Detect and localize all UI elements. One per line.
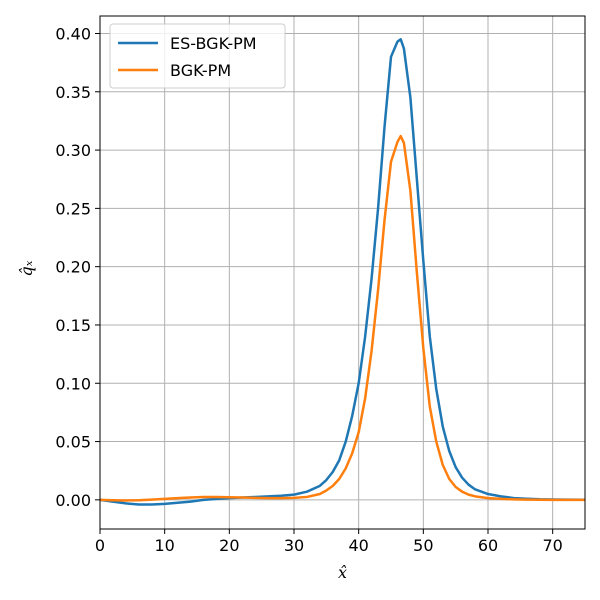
y-tick-label: 0.25: [55, 199, 91, 218]
legend-label-es-bgk-pm: ES-BGK-PM: [170, 34, 257, 53]
y-tick-label: 0.40: [55, 24, 91, 43]
y-tick-label: 0.05: [55, 433, 91, 452]
y-tick-label: 0.20: [55, 258, 91, 277]
series-lines: [100, 38, 585, 506]
series-line-es-bgk-pm: [100, 38, 585, 506]
plot-frame: [99, 15, 586, 530]
x-axis-label: x̂: [338, 563, 347, 582]
y-tick-label: 0.15: [55, 316, 91, 335]
legend: ES-BGK-PM BGK-PM: [109, 23, 286, 89]
x-tick-label: 20: [219, 536, 239, 555]
y-axis-label: q̂ₓ: [17, 260, 36, 276]
legend-box: [109, 23, 286, 89]
y-tick-label: 0.10: [55, 374, 91, 393]
y-tick-label: 0.35: [55, 83, 91, 102]
x-tick-label: 0: [95, 536, 105, 555]
x-tick-label: 60: [478, 536, 498, 555]
x-tick-label: 30: [284, 536, 304, 555]
legend-label-bgk-pm: BGK-PM: [170, 61, 231, 80]
axis-ticks: 0 10 20 30 40 50 60 70 0.00 0.05 0.10 0.15 0.20 0.25 0…: [55, 24, 562, 555]
x-tick-label: 10: [154, 536, 174, 555]
series-line-bgk-pm: [100, 134, 585, 502]
y-tick-label: 0.30: [55, 141, 91, 160]
x-tick-label: 40: [348, 536, 368, 555]
y-tick-label: 0.00: [55, 491, 91, 510]
x-tick-label: 70: [542, 536, 562, 555]
x-tick-label: 50: [413, 536, 433, 555]
